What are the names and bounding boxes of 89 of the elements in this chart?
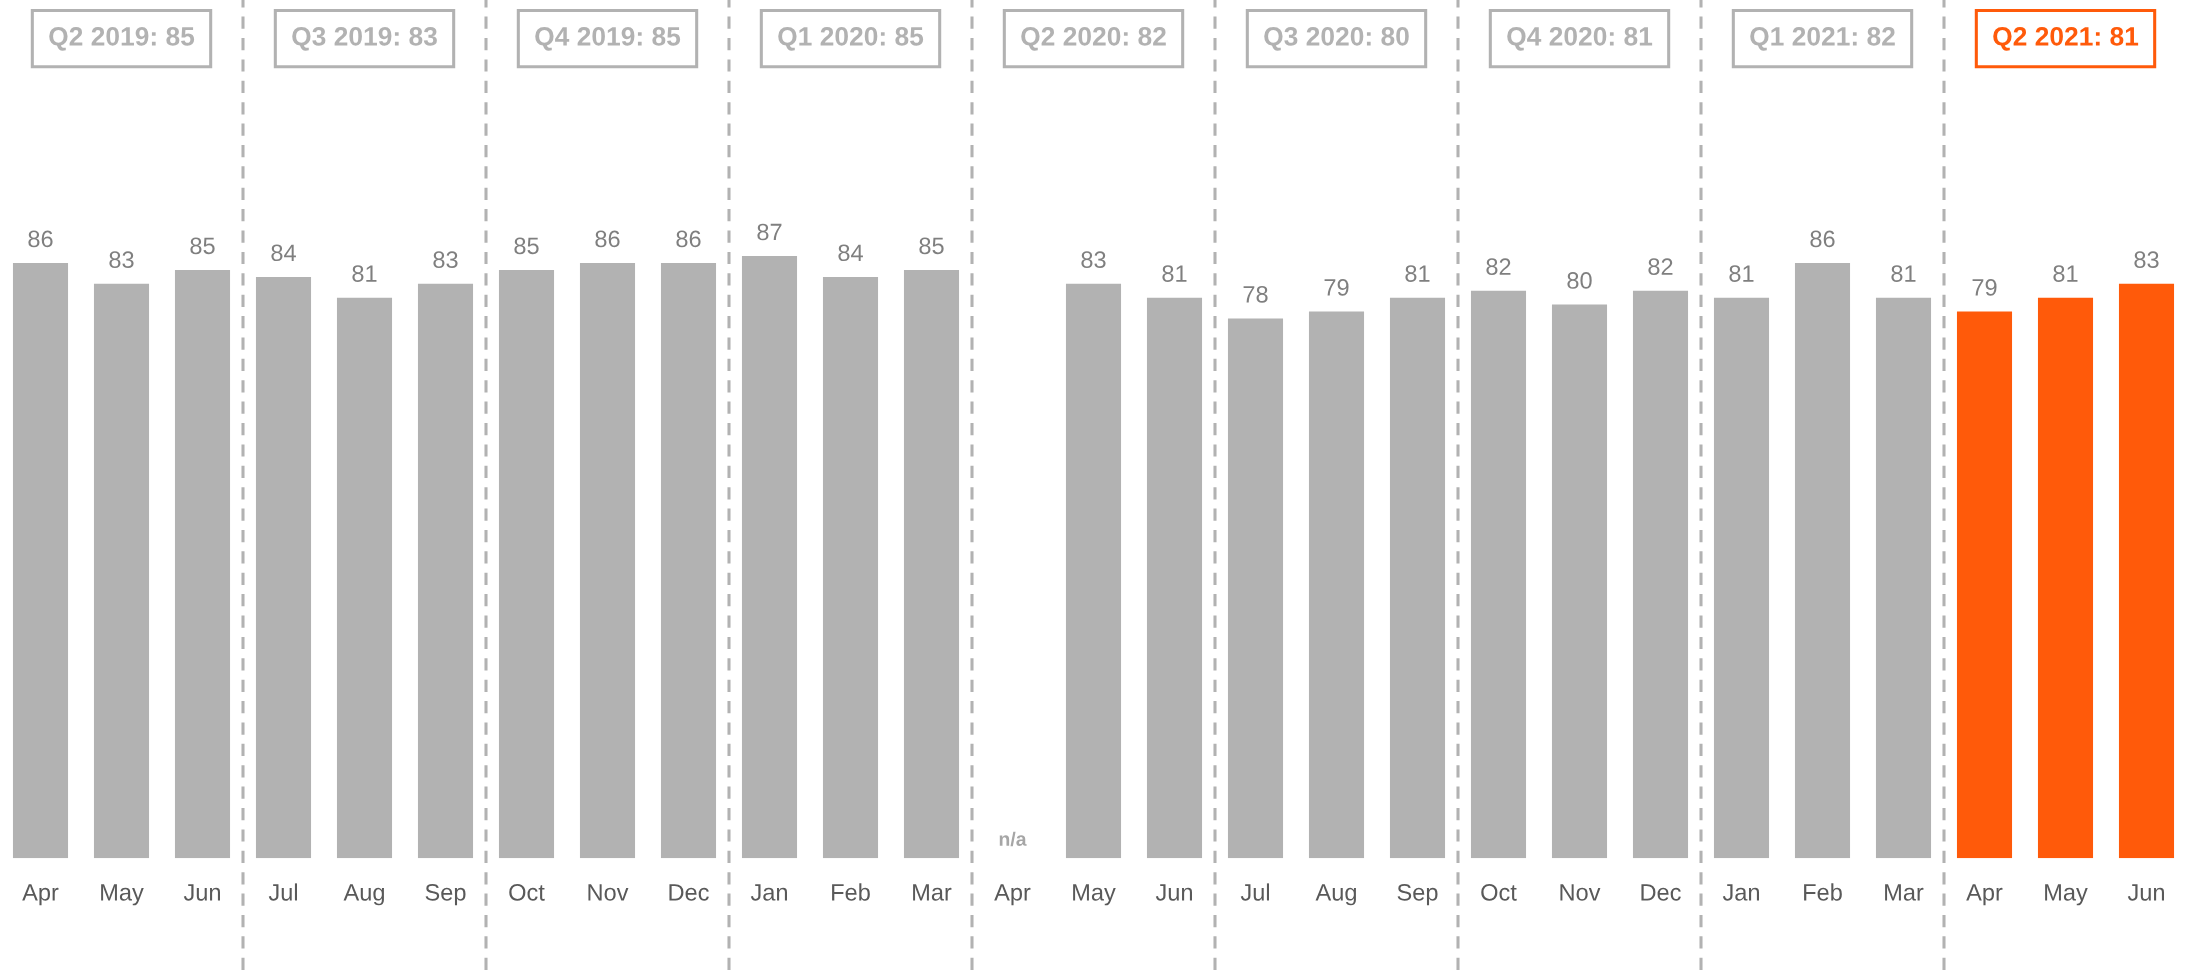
data-label: 79 [1324, 279, 1349, 296]
data-label: 83 [109, 251, 134, 269]
bar [1146, 297, 1203, 859]
x-tick-label: May [101, 884, 144, 906]
x-tick-label: Jan [1722, 884, 1759, 901]
bar [822, 276, 879, 859]
bar [12, 263, 69, 859]
bar [1470, 290, 1527, 859]
annotation: Q1 2021: 82 [1750, 27, 1895, 51]
x-tick-label: Aug [1315, 884, 1356, 906]
x-tick-label: May [1073, 884, 1116, 906]
x-tick-label: Oct [509, 883, 545, 901]
data-label: 79 [1972, 279, 1997, 296]
bar [174, 269, 231, 859]
bar [1956, 311, 2013, 859]
data-label: 83 [1081, 251, 1106, 269]
x-tick-label: Apr [1966, 884, 2003, 906]
data-label: 81 [2053, 265, 2078, 282]
data-label: 81 [1891, 265, 1916, 282]
x-tick-label: Jul [268, 883, 298, 901]
bar [1551, 304, 1608, 859]
annotation: Q1 2020: 85 [778, 27, 924, 51]
annotation: n/a [999, 831, 1027, 847]
annotation: Q3 2020: 80 [1264, 27, 1409, 51]
data-label: 81 [352, 265, 377, 282]
x-tick-label: Jun [2127, 884, 2164, 901]
bar [498, 269, 555, 859]
x-tick-label: Feb [1804, 883, 1842, 901]
data-label: 82 [1648, 258, 1673, 275]
data-label: 81 [1729, 265, 1754, 282]
bar [2037, 297, 2094, 859]
bar [1065, 283, 1122, 859]
data-label: 82 [1486, 258, 1511, 275]
x-tick-label: Apr [22, 884, 59, 906]
data-label: 85 [190, 237, 215, 255]
x-tick-label: Apr [994, 884, 1031, 906]
bar [1713, 297, 1770, 859]
x-tick-label: Dec [1641, 884, 1681, 901]
bar [417, 283, 474, 859]
data-label: 85 [919, 237, 944, 255]
bar [579, 263, 636, 859]
bar [336, 297, 393, 859]
bar [1389, 297, 1446, 859]
x-tick-label: Jun [1155, 884, 1192, 901]
data-label: 80 [1567, 272, 1592, 289]
x-tick-label: Jan [750, 884, 787, 901]
data-label: 83 [433, 251, 458, 269]
data-label: 78 [1243, 285, 1268, 303]
x-tick-label: Dec [669, 884, 709, 901]
x-tick-label: May [2045, 884, 2088, 906]
x-tick-label: Sep [1397, 883, 1438, 906]
annotation: Q3 2019: 83 [292, 27, 437, 51]
bar [2118, 283, 2175, 859]
x-tick-label: Mar [1885, 884, 1924, 901]
bar [741, 256, 798, 859]
bar [1632, 290, 1689, 859]
bar [1875, 297, 1932, 859]
data-label: 83 [2134, 251, 2159, 269]
x-tick-label: Nov [588, 884, 629, 901]
data-label: 86 [1810, 230, 1835, 248]
x-tick-label: Mar [913, 884, 952, 901]
x-tick-label: Sep [425, 883, 466, 906]
x-tick-label: Aug [343, 884, 384, 906]
bar [93, 283, 150, 859]
bar [255, 276, 312, 859]
data-label: 86 [595, 230, 620, 248]
data-label: 86 [676, 230, 701, 248]
data-label: 81 [1162, 265, 1187, 282]
data-label: 84 [838, 244, 863, 262]
bar [1227, 318, 1284, 859]
bar [660, 263, 717, 859]
x-tick-label: Jun [183, 884, 220, 901]
annotation: Q2 2021: 81 [1993, 27, 2139, 51]
data-label: 85 [514, 237, 539, 255]
x-tick-label: Nov [1560, 884, 1601, 901]
data-label: 86 [28, 230, 53, 248]
x-tick-label: Jul [1240, 883, 1270, 901]
data-label: 84 [271, 244, 296, 262]
annotation: Q4 2019: 85 [535, 27, 681, 51]
bar [1308, 311, 1365, 859]
bar [1794, 263, 1851, 859]
annotation: Q2 2020: 82 [1021, 27, 1166, 51]
bar [903, 269, 960, 859]
annotation: Q2 2019: 85 [49, 27, 195, 51]
x-tick-label: Feb [832, 883, 870, 901]
data-label: 87 [757, 223, 782, 241]
data-label: 81 [1405, 265, 1430, 282]
annotation: Q4 2020: 81 [1507, 27, 1653, 51]
x-tick-label: Oct [1481, 883, 1517, 901]
